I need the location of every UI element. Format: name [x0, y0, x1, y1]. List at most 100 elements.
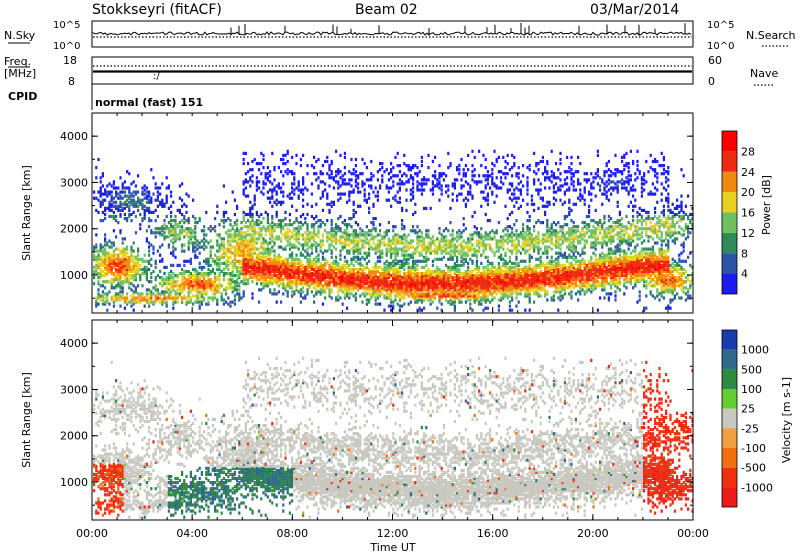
heatmap-cell: [242, 274, 245, 278]
heatmap-cell: [409, 284, 412, 288]
heatmap-cell: [414, 290, 417, 294]
heatmap-cell: [165, 265, 168, 269]
heatmap-cell: [420, 265, 423, 269]
heatmap-cell: [317, 272, 320, 276]
heatmap-cell: [242, 151, 245, 155]
heatmap-cell: [302, 243, 305, 247]
heatmap-cell: [93, 269, 96, 274]
heatmap-cell: [247, 249, 250, 253]
heatmap-cell: [260, 235, 263, 239]
heatmap-cell: [128, 269, 131, 274]
heatmap-cell: [321, 243, 324, 247]
heatmap-cell: [508, 267, 511, 272]
heatmap-cell: [119, 190, 122, 194]
heatmap-cell: [451, 280, 454, 284]
heatmap-cell: [440, 280, 443, 284]
heatmap-cell: [405, 278, 408, 282]
heatmap-cell: [205, 302, 208, 306]
heatmap-cell: [453, 286, 456, 290]
heatmap-cell: [266, 247, 269, 251]
heatmap-cell: [471, 286, 474, 290]
heatmap-cell: [341, 192, 344, 196]
heatmap-cell: [396, 151, 399, 155]
heatmap-cell: [339, 192, 342, 196]
heatmap-cell: [372, 227, 375, 231]
heatmap-cell: [200, 294, 203, 298]
heatmap-cell: [266, 196, 269, 200]
heatmap-cell: [506, 290, 509, 294]
heatmap-cell: [134, 286, 137, 290]
heatmap-cell: [240, 227, 243, 231]
heatmap-cell: [260, 265, 263, 269]
heatmap-cell: [288, 223, 291, 227]
heatmap-cell: [456, 166, 459, 170]
heatmap-cell: [299, 259, 302, 263]
heatmap-cell: [381, 284, 384, 288]
heatmap-cell: [341, 263, 344, 267]
heatmap-cell: [308, 245, 311, 249]
heatmap-cell: [423, 278, 426, 282]
heatmap-cell: [200, 290, 203, 294]
heatmap-cell: [321, 269, 324, 274]
heatmap-cell: [211, 280, 214, 284]
heatmap-cell: [275, 237, 278, 241]
heatmap-cell: [321, 286, 324, 290]
heatmap-cell: [117, 208, 120, 212]
heatmap-cell: [335, 261, 338, 265]
heatmap-cell: [163, 294, 166, 298]
heatmap-cell: [405, 288, 408, 292]
heatmap-cell: [255, 263, 258, 267]
heatmap-cell: [460, 272, 463, 276]
heatmap-cell: [275, 280, 278, 284]
heatmap-cell: [313, 300, 316, 304]
heatmap-cell: [220, 284, 223, 288]
heatmap-cell: [218, 284, 221, 288]
heatmap-cell: [262, 182, 265, 186]
heatmap-cell: [469, 282, 472, 286]
heatmap-cell: [205, 280, 208, 284]
heatmap-cell: [511, 276, 514, 280]
heatmap-cell: [302, 182, 305, 186]
heatmap-cell: [370, 186, 373, 190]
heatmap-cell: [376, 265, 379, 269]
heatmap-cell: [475, 298, 478, 302]
heatmap-cell: [473, 300, 476, 304]
heatmap-cell: [354, 298, 357, 302]
heatmap-cell: [425, 251, 428, 255]
heatmap-cell: [308, 253, 311, 257]
heatmap-cell: [189, 300, 192, 304]
heatmap-cell: [216, 241, 219, 245]
heatmap-cell: [447, 292, 450, 296]
heatmap-cell: [200, 286, 203, 290]
heatmap-cell: [130, 247, 133, 251]
heatmap-cell: [478, 276, 481, 280]
heatmap-cell: [473, 247, 476, 251]
heatmap-cell: [264, 263, 267, 267]
heatmap-cell: [401, 284, 404, 288]
heatmap-cell: [407, 278, 410, 282]
heatmap-cell: [480, 296, 483, 300]
heatmap-cell: [491, 176, 494, 180]
heatmap-cell: [491, 162, 494, 166]
heatmap-cell: [390, 251, 393, 255]
heatmap-cell: [280, 190, 283, 194]
heatmap-cell: [513, 245, 516, 249]
heatmap-cell: [458, 243, 461, 247]
heatmap-cell: [482, 294, 485, 298]
heatmap-cell: [475, 243, 478, 247]
heatmap-cell: [255, 176, 258, 180]
heatmap-cell: [357, 239, 360, 243]
heatmap-cell: [440, 274, 443, 278]
heatmap-cell: [280, 259, 283, 263]
heatmap-cell: [348, 267, 351, 272]
heatmap-cell: [244, 225, 247, 229]
heatmap-cell: [352, 263, 355, 267]
heatmap-cell: [154, 235, 157, 239]
heatmap-cell: [434, 184, 437, 188]
heatmap-cell: [412, 253, 415, 257]
heatmap-cell: [306, 235, 309, 239]
heatmap-cell: [242, 247, 245, 251]
heatmap-cell: [293, 259, 296, 263]
heatmap-cell: [504, 292, 507, 296]
heatmap-cell: [295, 239, 298, 243]
